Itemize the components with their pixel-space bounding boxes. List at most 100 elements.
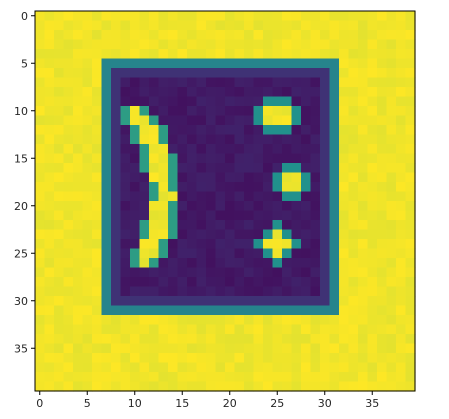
heatmap-cell	[82, 286, 93, 297]
heatmap-cell	[320, 11, 331, 22]
heatmap-cell	[234, 77, 245, 88]
heatmap-cell	[130, 163, 141, 174]
heatmap-cell	[225, 58, 236, 69]
heatmap-cell	[187, 87, 198, 98]
heatmap-cell	[149, 324, 160, 335]
heatmap-cell	[301, 381, 312, 392]
heatmap-cell	[139, 229, 150, 240]
heatmap-cell	[149, 334, 160, 345]
heatmap-cell	[405, 362, 416, 373]
heatmap-cell	[177, 381, 188, 392]
heatmap-cell	[120, 153, 131, 164]
heatmap-cell	[301, 106, 312, 117]
heatmap-cell	[44, 182, 55, 193]
heatmap-cell	[196, 353, 207, 364]
heatmap-cell	[196, 191, 207, 202]
heatmap-cell	[377, 144, 388, 155]
heatmap-cell	[396, 96, 407, 107]
heatmap-cell	[272, 68, 283, 79]
heatmap-cell	[348, 39, 359, 50]
heatmap-cell	[263, 381, 274, 392]
heatmap-cell	[405, 20, 416, 31]
heatmap-cell	[282, 172, 293, 183]
heatmap-cell	[405, 201, 416, 212]
heatmap-cell	[282, 153, 293, 164]
heatmap-cell	[168, 115, 179, 126]
heatmap-cell	[329, 96, 340, 107]
heatmap-cell	[367, 153, 378, 164]
heatmap-cell	[92, 191, 103, 202]
heatmap-cell	[177, 229, 188, 240]
heatmap-cell	[310, 305, 321, 316]
heatmap-cell	[111, 210, 122, 221]
heatmap-cell	[358, 58, 369, 69]
heatmap-cell	[348, 125, 359, 136]
heatmap-cells	[35, 11, 416, 392]
heatmap-cell	[282, 68, 293, 79]
heatmap-cell	[291, 296, 302, 307]
heatmap-cell	[73, 267, 84, 278]
heatmap-cell	[111, 163, 122, 174]
heatmap-cell	[348, 201, 359, 212]
heatmap-cell	[367, 144, 378, 155]
heatmap-cell	[310, 11, 321, 22]
heatmap-cell	[206, 229, 217, 240]
heatmap-cell	[54, 248, 65, 259]
heatmap-cell	[215, 286, 226, 297]
heatmap-cell	[244, 58, 255, 69]
heatmap-cell	[329, 20, 340, 31]
heatmap-cell	[253, 229, 264, 240]
heatmap-cell	[168, 324, 179, 335]
heatmap-cell	[101, 49, 112, 60]
heatmap-cell	[82, 172, 93, 183]
heatmap-cell	[263, 267, 274, 278]
heatmap-cell	[139, 58, 150, 69]
heatmap-cell	[73, 362, 84, 373]
heatmap-cell	[44, 258, 55, 269]
heatmap-cell	[196, 229, 207, 240]
heatmap-cell	[54, 134, 65, 145]
heatmap-cell	[215, 210, 226, 221]
heatmap-cell	[177, 144, 188, 155]
heatmap-cell	[234, 20, 245, 31]
heatmap-cell	[396, 296, 407, 307]
heatmap-cell	[73, 353, 84, 364]
heatmap-cell	[206, 210, 217, 221]
heatmap-cell	[187, 343, 198, 354]
heatmap-cell	[272, 277, 283, 288]
heatmap-cell	[405, 258, 416, 269]
heatmap-cell	[329, 163, 340, 174]
heatmap-cell	[177, 286, 188, 297]
heatmap-cell	[339, 343, 350, 354]
heatmap-cell	[158, 248, 169, 259]
heatmap-cell	[339, 58, 350, 69]
heatmap-cell	[63, 20, 74, 31]
heatmap-cell	[282, 49, 293, 60]
heatmap-cell	[187, 115, 198, 126]
heatmap-cell	[177, 39, 188, 50]
heatmap-cell	[63, 334, 74, 345]
heatmap-cell	[130, 191, 141, 202]
heatmap-cell	[386, 201, 397, 212]
heatmap-cell	[358, 39, 369, 50]
heatmap-cell	[386, 39, 397, 50]
heatmap-cell	[339, 182, 350, 193]
heatmap-cell	[405, 286, 416, 297]
heatmap-cell	[73, 324, 84, 335]
heatmap-cell	[282, 87, 293, 98]
heatmap-cell	[92, 201, 103, 212]
heatmap-cell	[177, 267, 188, 278]
heatmap-cell	[396, 77, 407, 88]
heatmap-cell	[339, 68, 350, 79]
heatmap-cell	[73, 58, 84, 69]
heatmap-cell	[329, 11, 340, 22]
heatmap-cell	[206, 144, 217, 155]
heatmap-cell	[291, 334, 302, 345]
heatmap-cell	[244, 239, 255, 250]
heatmap-cell	[54, 30, 65, 41]
heatmap-cell	[310, 144, 321, 155]
heatmap-cell	[367, 87, 378, 98]
heatmap-cell	[139, 49, 150, 60]
heatmap-cell	[158, 172, 169, 183]
heatmap-cell	[206, 277, 217, 288]
